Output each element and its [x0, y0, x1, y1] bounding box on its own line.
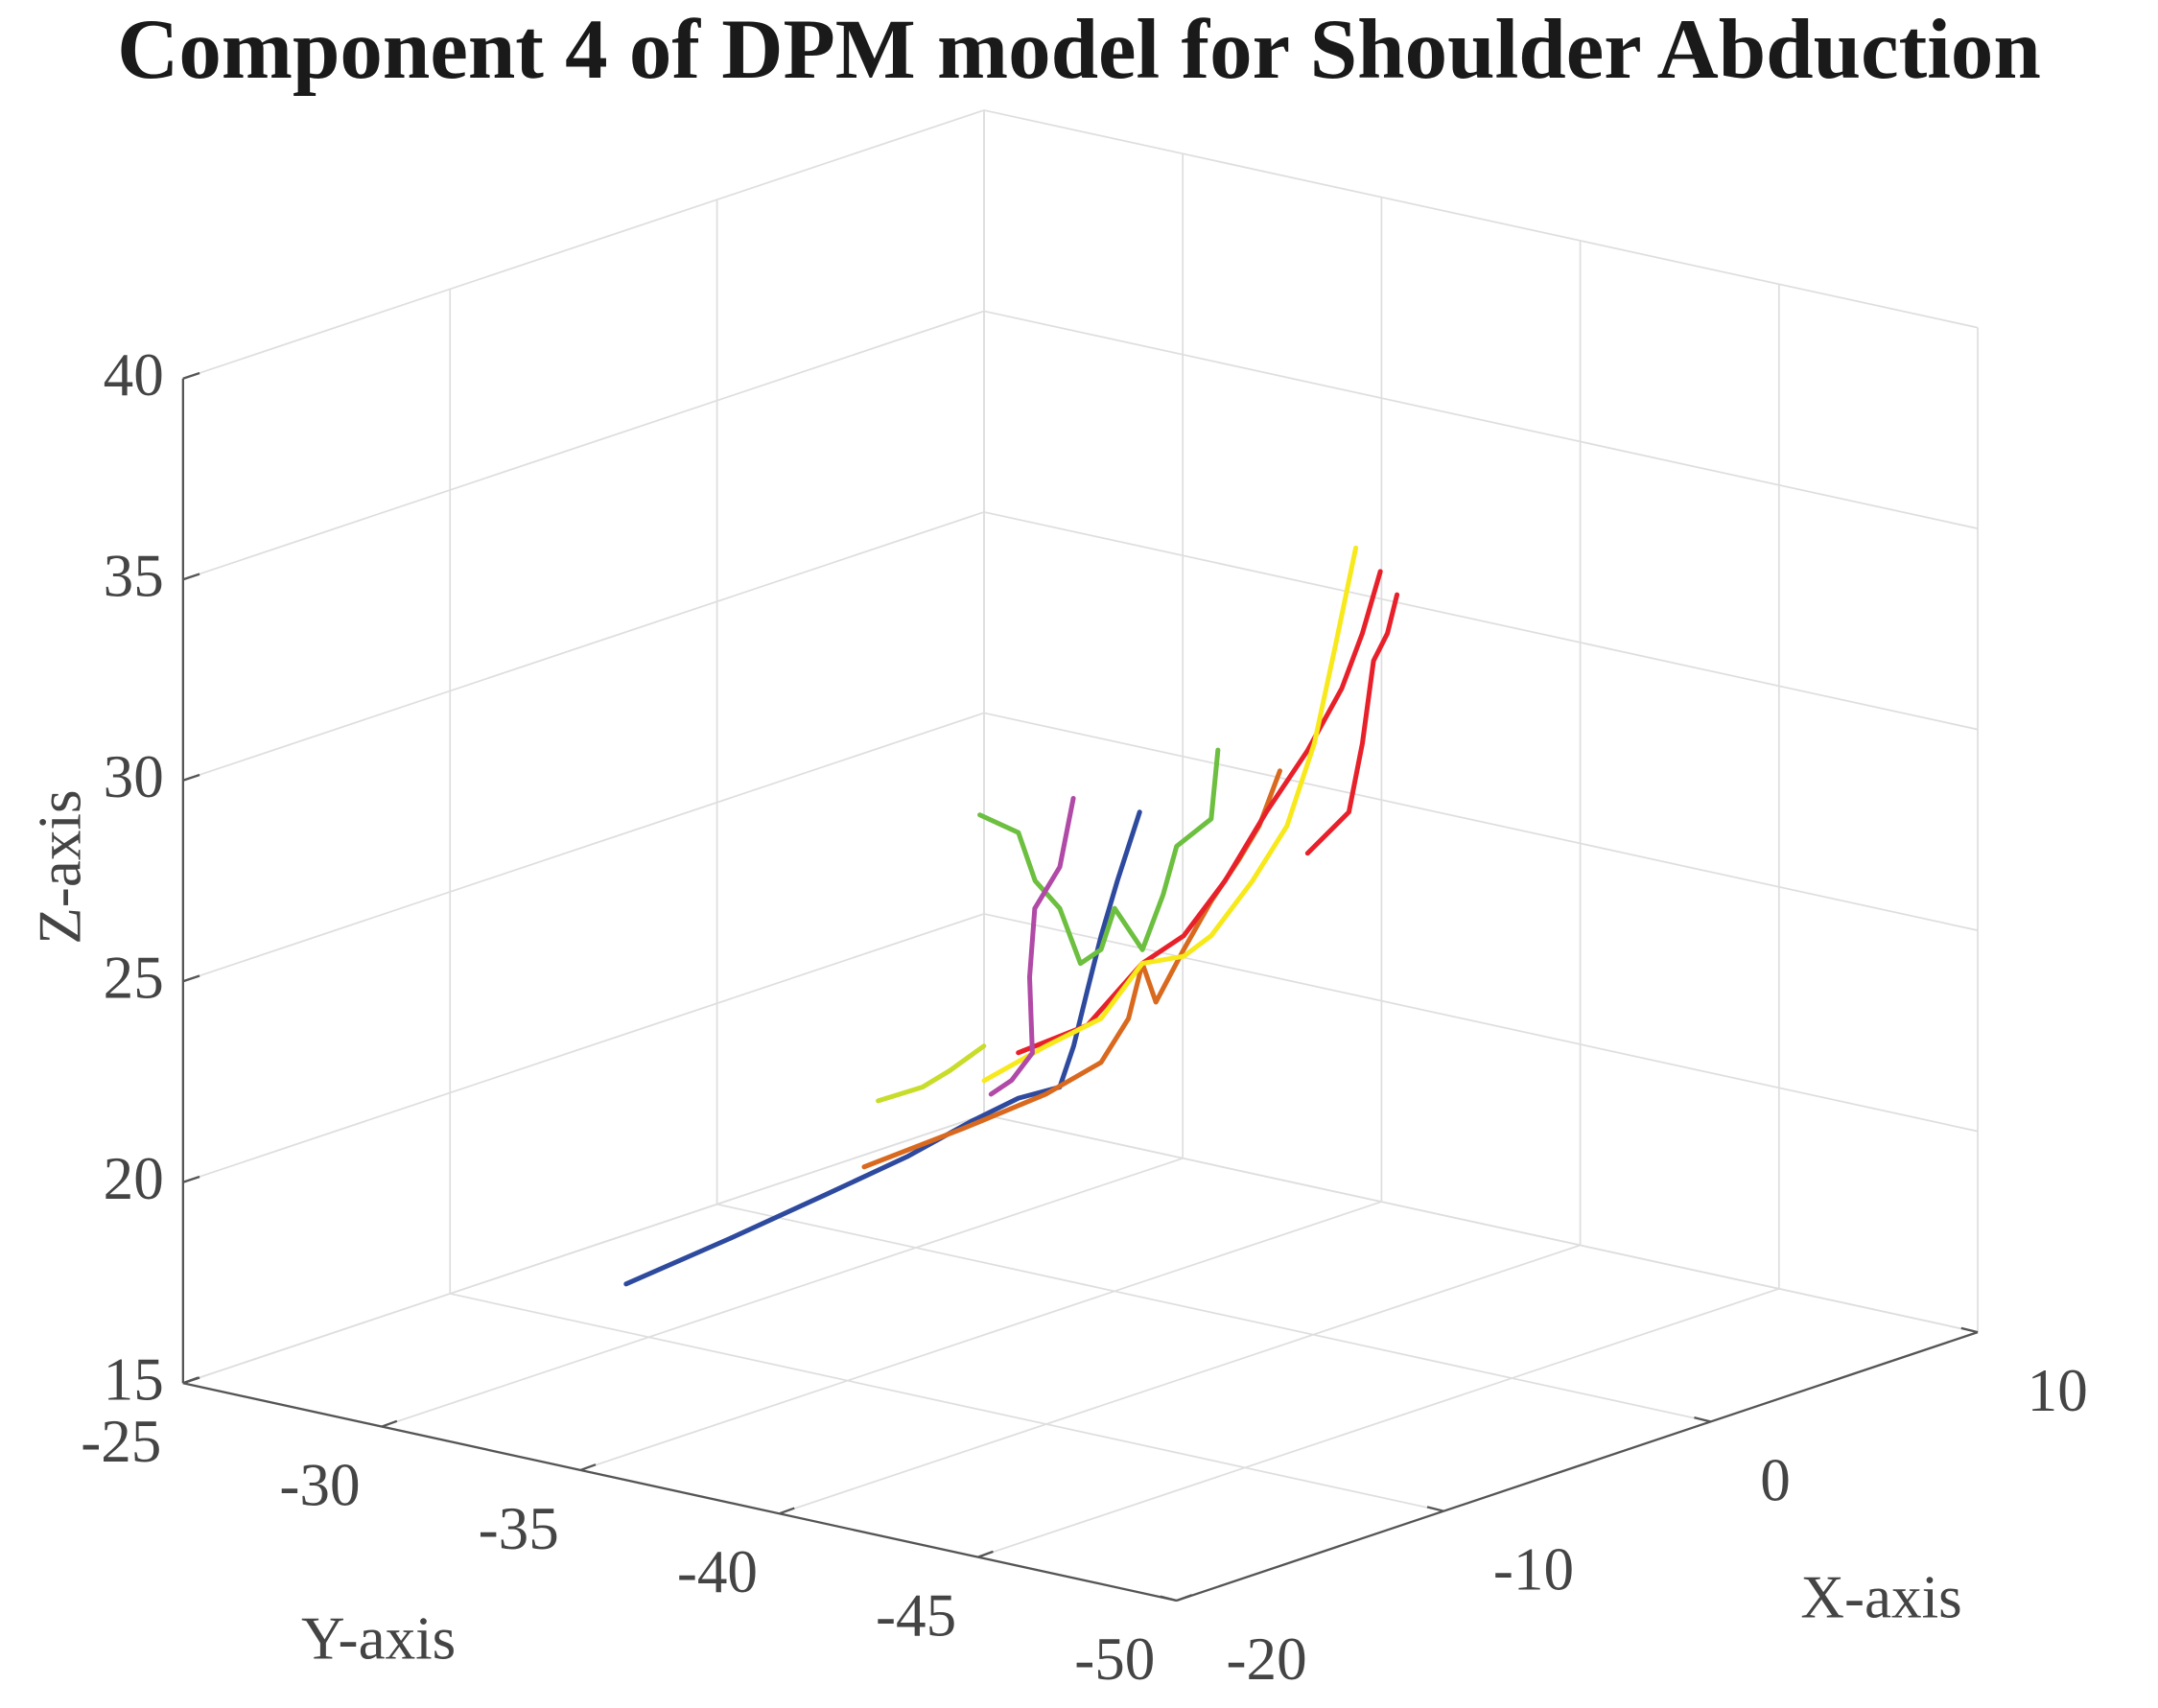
data-line [861, 768, 1282, 1170]
y-tick-label: -30 [279, 1452, 360, 1519]
grid-line [182, 511, 985, 782]
data-line [988, 795, 1076, 1097]
y-tick-label: -50 [1074, 1626, 1155, 1693]
grid-line [182, 1113, 985, 1385]
y-tick-label: -25 [81, 1408, 161, 1475]
grid-line [182, 712, 985, 983]
y-tick [381, 1419, 398, 1428]
z-tick [182, 573, 200, 581]
z-tick-label: 25 [104, 945, 164, 1012]
grid-line [977, 1287, 1780, 1558]
y-axis [182, 1382, 1178, 1603]
x-tick [1160, 1595, 1178, 1603]
grid-line [779, 1244, 1581, 1515]
x-tick [1426, 1506, 1444, 1512]
y-tick [182, 1376, 199, 1385]
grid-line [983, 913, 1979, 1133]
grid-line [579, 1201, 1382, 1471]
grid-line [182, 310, 985, 581]
x-tick-label: -20 [1227, 1626, 1307, 1693]
grid-line [716, 1203, 1711, 1423]
y-tick [779, 1507, 795, 1515]
x-axis [1176, 1331, 1979, 1603]
x-tick [1694, 1416, 1711, 1423]
z-tick-label: 35 [104, 543, 164, 610]
x-axis-title: X-axis [1800, 1563, 1961, 1630]
z-tick [182, 371, 200, 380]
grid-line [983, 310, 1979, 529]
y-tick-label: -35 [479, 1495, 559, 1562]
chart-title: Component 4 of DPM model for Shoulder Ab… [117, 3, 2041, 97]
y-tick [579, 1463, 597, 1472]
data-line [981, 545, 1359, 1084]
y-axis-title: Y-axis [301, 1604, 456, 1672]
grid-line [182, 109, 985, 380]
z-tick-label: 15 [104, 1346, 164, 1414]
z-tick [182, 974, 200, 983]
grid-line [450, 1293, 1444, 1512]
grid-line [983, 1113, 1979, 1333]
y-tick-label: -40 [677, 1538, 758, 1605]
z-tick [182, 773, 200, 782]
x-tick [1960, 1326, 1979, 1334]
data-line [623, 809, 1142, 1287]
x-tick-label: 10 [2028, 1357, 2088, 1424]
grid-line [182, 913, 985, 1183]
y-tick-label: -45 [876, 1582, 956, 1650]
z-tick-label: 30 [104, 743, 164, 810]
grid-line [983, 511, 1979, 731]
data-line [977, 747, 1221, 967]
grid-line [983, 712, 1979, 931]
z-tick-label: 40 [104, 341, 164, 409]
y-tick [1176, 1594, 1193, 1603]
data-line [1304, 592, 1400, 856]
x-tick-label: -10 [1493, 1536, 1574, 1603]
z-axis-title: Z-axis [26, 789, 93, 944]
data-line [1016, 569, 1383, 1056]
grid-line [381, 1157, 1184, 1428]
x-tick-label: 0 [1760, 1446, 1791, 1513]
z-tick [182, 1175, 200, 1183]
grid-line [983, 109, 1979, 329]
data-line [876, 1043, 987, 1104]
z-tick-label: 20 [104, 1145, 164, 1212]
y-tick [977, 1550, 994, 1558]
